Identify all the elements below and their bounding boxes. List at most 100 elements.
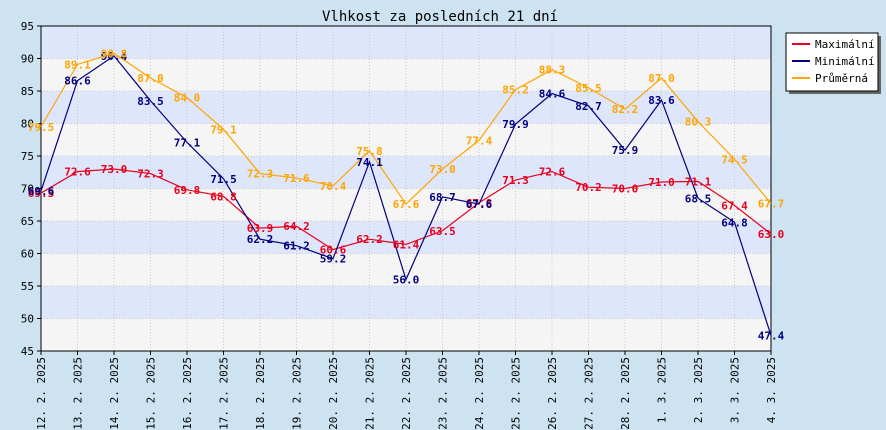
- axes: 45 50 55 60 65 70 75 80 85 90 95 12. 2. 2025 13. 2. …: [21, 20, 778, 430]
- data-label: 63.9: [247, 222, 274, 235]
- data-label: 67.7: [758, 197, 785, 210]
- data-label: 63.0: [758, 228, 785, 241]
- data-label: 79.1: [210, 123, 237, 136]
- data-label: 85.5: [575, 82, 602, 95]
- data-label: 82.2: [612, 103, 639, 116]
- data-label: 83.5: [137, 95, 164, 108]
- data-label: 68.8: [210, 190, 237, 203]
- series-line: [40, 52, 772, 206]
- data-label: 89.1: [64, 58, 91, 71]
- data-label: 61.2: [283, 240, 310, 253]
- x-tick-label: 21. 2. 2025: [364, 357, 377, 430]
- data-label: 64.2: [283, 220, 310, 233]
- legend-label: Maximální: [815, 38, 875, 51]
- y-tick-label: 75: [21, 150, 34, 163]
- data-label: 72.6: [539, 166, 566, 179]
- data-label: 47.4: [758, 329, 785, 342]
- data-label: 67.6: [466, 198, 493, 211]
- data-label: 72.6: [64, 166, 91, 179]
- legend-label: Průměrná: [815, 72, 868, 85]
- data-label: 72.3: [137, 168, 164, 181]
- series-line: [40, 168, 772, 251]
- data-label: 82.7: [575, 100, 602, 113]
- data-label: 71.6: [283, 172, 310, 185]
- data-label: 84.0: [174, 92, 201, 105]
- x-tick-label: 14. 2. 2025: [108, 357, 121, 430]
- data-label: 67.6: [393, 198, 420, 211]
- data-label: 83.6: [648, 94, 675, 107]
- data-label: 90.8: [101, 47, 128, 60]
- data-label: 69.8: [174, 184, 201, 197]
- data-label: 84.6: [539, 88, 566, 101]
- x-tick-label: 2. 3. 2025: [692, 357, 705, 423]
- data-label: 61.4: [393, 238, 420, 251]
- data-label: 90.4: [101, 50, 128, 63]
- x-tick-label: 19. 2. 2025: [291, 357, 304, 430]
- x-tick-label: 22. 2. 2025: [400, 357, 413, 430]
- data-label: 63.5: [429, 225, 456, 238]
- y-tick-label: 95: [21, 20, 34, 33]
- data-label: 69.6: [28, 185, 55, 198]
- x-tick-label: 24. 2. 2025: [473, 357, 486, 430]
- x-tick-label: 4. 3. 2025: [765, 357, 778, 423]
- x-tick-label: 15. 2. 2025: [145, 357, 158, 430]
- data-label: 68.5: [685, 192, 712, 205]
- data-label: 69.3: [28, 187, 55, 200]
- data-label: 87.0: [648, 72, 675, 85]
- y-tick-label: 85: [21, 85, 34, 98]
- data-label: 67.8: [466, 197, 493, 210]
- data-label: 75.9: [612, 144, 639, 157]
- y-tick-label: 50: [21, 313, 34, 326]
- data-label: 71.1: [685, 175, 712, 188]
- data-label: 71.3: [502, 174, 529, 187]
- data-label: 56.0: [393, 274, 420, 287]
- data-label: 64.8: [721, 216, 748, 229]
- x-tick-label: 20. 2. 2025: [327, 357, 340, 430]
- data-label: 71.5: [210, 173, 237, 186]
- data-label: 70.2: [575, 181, 602, 194]
- data-label: 86.6: [64, 75, 91, 88]
- data-label: 60.6: [320, 244, 347, 257]
- data-label: 87.0: [137, 72, 164, 85]
- chart-title: Vlhkost za posledních 21 dní: [322, 9, 558, 25]
- legend-label: Minimální: [815, 55, 875, 68]
- data-label: 79.5: [28, 121, 55, 134]
- data-labels: 69.3 72.6 73.0 72.3 69.8 68.8 63.9 64.2 60.6 62.2…: [28, 47, 785, 342]
- data-label: 77.4: [466, 134, 493, 147]
- legend: Maximální Minimální Průměrná: [785, 32, 881, 94]
- data-label: 73.0: [429, 163, 456, 176]
- x-tick-label: 12. 2. 2025: [35, 357, 48, 430]
- data-label: 77.1: [174, 136, 201, 149]
- x-tick-label: 23. 2. 2025: [437, 357, 450, 430]
- data-label: 74.1: [356, 156, 383, 169]
- data-label: 62.2: [247, 233, 274, 246]
- data-label: 70.0: [612, 183, 639, 196]
- data-label: 72.3: [247, 168, 274, 181]
- data-label: 73.0: [101, 163, 128, 176]
- series-lines: [40, 52, 772, 336]
- x-tick-label: 3. 3. 2025: [729, 357, 742, 423]
- y-tick-label: 90: [21, 53, 34, 66]
- x-tick-label: 28. 2. 2025: [619, 357, 632, 430]
- x-tick-label: 17. 2. 2025: [218, 357, 231, 430]
- x-tick-label: 25. 2. 2025: [510, 357, 523, 430]
- x-tick-label: 27. 2. 2025: [583, 357, 596, 430]
- y-tick-label: 55: [21, 280, 34, 293]
- data-label: 59.2: [320, 253, 347, 266]
- data-label: 68.7: [429, 191, 456, 204]
- data-label: 71.0: [648, 176, 675, 189]
- y-tick-label: 45: [21, 345, 34, 358]
- data-label: 85.2: [502, 84, 529, 97]
- data-label: 80.3: [685, 116, 712, 129]
- data-label: 70.4: [320, 180, 347, 193]
- x-tick-label: 18. 2. 2025: [254, 357, 267, 430]
- x-tick-label: 16. 2. 2025: [181, 357, 194, 430]
- y-tick-label: 70: [21, 183, 34, 196]
- data-label: 88.3: [539, 64, 566, 77]
- y-tick-label: 60: [21, 248, 34, 261]
- data-label: 75.8: [356, 145, 383, 158]
- x-tick-label: 1. 3. 2025: [656, 357, 669, 423]
- series-line: [40, 55, 772, 336]
